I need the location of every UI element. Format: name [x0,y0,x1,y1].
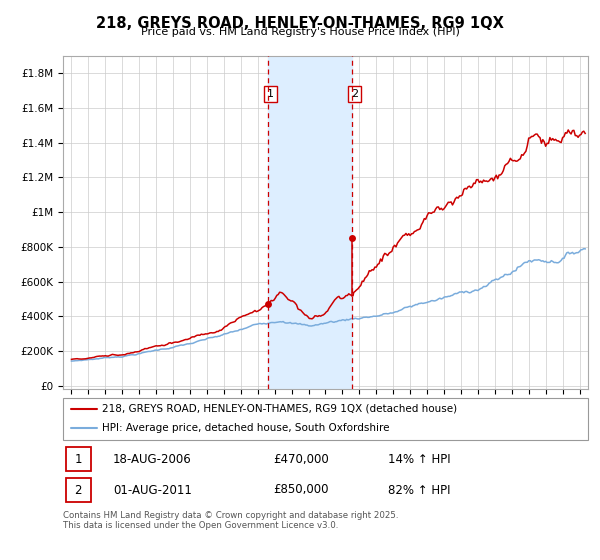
Text: 2: 2 [74,483,82,497]
Text: 01-AUG-2011: 01-AUG-2011 [113,483,192,497]
Text: Price paid vs. HM Land Registry's House Price Index (HPI): Price paid vs. HM Land Registry's House … [140,27,460,37]
Text: 18-AUG-2006: 18-AUG-2006 [113,452,191,466]
Text: 1: 1 [74,452,82,466]
Text: 82% ↑ HPI: 82% ↑ HPI [389,483,451,497]
Text: Contains HM Land Registry data © Crown copyright and database right 2025.
This d: Contains HM Land Registry data © Crown c… [63,511,398,530]
Bar [268,56,352,389]
FancyBboxPatch shape [65,447,91,471]
Text: £850,000: £850,000 [273,483,329,497]
Text: 218, GREYS ROAD, HENLEY-ON-THAMES, RG9 1QX (detached house): 218, GREYS ROAD, HENLEY-ON-THAMES, RG9 1… [103,404,458,414]
Text: £470,000: £470,000 [273,452,329,466]
FancyBboxPatch shape [63,398,588,440]
Text: HPI: Average price, detached house, South Oxfordshire: HPI: Average price, detached house, Sout… [103,423,390,433]
FancyBboxPatch shape [65,478,91,502]
Text: 218, GREYS ROAD, HENLEY-ON-THAMES, RG9 1QX: 218, GREYS ROAD, HENLEY-ON-THAMES, RG9 1… [96,16,504,31]
Text: 2: 2 [351,89,358,99]
Text: 1: 1 [267,89,274,99]
Text: 14% ↑ HPI: 14% ↑ HPI [389,452,451,466]
